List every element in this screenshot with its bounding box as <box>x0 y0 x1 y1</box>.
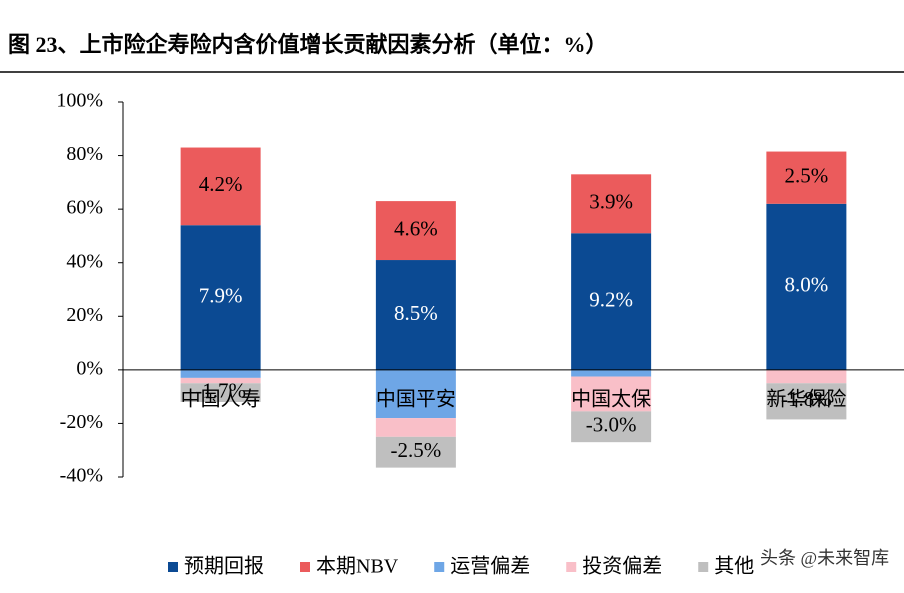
x-tick-label: 新华保险 <box>766 387 846 410</box>
y-tick-label: 20% <box>66 304 103 326</box>
bar-segment <box>180 369 261 378</box>
bar-segment <box>375 201 456 261</box>
y-tick-label: -20% <box>60 411 103 433</box>
bar-segment <box>375 418 456 437</box>
bar-segment <box>180 383 261 402</box>
legend-label: 投资偏差 <box>582 555 662 578</box>
bar-segment <box>180 225 261 370</box>
segment-label: 4.6% <box>394 216 438 240</box>
x-tick-label: 中国平安 <box>376 387 456 410</box>
bar-segment <box>571 369 652 377</box>
segment-label: 8.0% <box>785 273 829 297</box>
bar-segment <box>180 147 261 226</box>
bar-segment <box>766 383 847 420</box>
bar-segment <box>375 369 456 419</box>
bar-segment <box>375 260 456 370</box>
segment-label: 4.2% <box>199 172 243 196</box>
segment-label: 8.5% <box>394 301 438 325</box>
legend-swatch <box>168 562 178 572</box>
y-tick-label: 40% <box>66 250 103 272</box>
y-tick-label: 100% <box>56 90 103 112</box>
legend-label: 本期NBV <box>316 555 399 578</box>
legend-label: 运营偏差 <box>450 555 530 578</box>
segment-label: -1.8% <box>781 387 832 411</box>
legend-swatch <box>434 562 445 572</box>
y-tick-label: 80% <box>66 143 103 165</box>
x-tick-label: 中国太保 <box>571 387 651 410</box>
chart-title: 图 23、上市险企寿险内含价值增长贡献因素分析（单位：%） <box>8 32 608 57</box>
legend-label: 其他 <box>714 555 754 578</box>
watermark: 头条 @未来智库 <box>760 548 889 568</box>
bar-segment <box>571 174 652 234</box>
bar-segment <box>180 377 261 384</box>
x-tick-label: 中国人寿 <box>181 387 261 410</box>
bar-segment <box>571 376 652 412</box>
y-tick-label: -40% <box>60 465 103 487</box>
bar-segment <box>375 436 456 468</box>
segment-label: 7.9% <box>199 283 243 307</box>
segment-label: -3.0% <box>586 413 637 437</box>
bar-segment <box>766 203 847 370</box>
legend-swatch <box>698 562 709 572</box>
segment-label: 2.5% <box>785 163 829 187</box>
bar-segment <box>571 233 652 370</box>
y-tick-label: 60% <box>66 197 103 219</box>
bar-segment <box>766 151 847 204</box>
segment-label: 3.9% <box>589 190 633 214</box>
legend-swatch <box>300 562 310 572</box>
segment-label: -1.7% <box>195 378 246 402</box>
segment-label: -2.5% <box>391 438 442 462</box>
y-tick-label: 0% <box>76 357 103 379</box>
bar-segment <box>766 369 847 384</box>
legend-label: 预期回报 <box>184 555 264 578</box>
bar-segment <box>571 411 652 443</box>
legend-swatch <box>566 562 577 572</box>
segment-label: 9.2% <box>589 287 633 311</box>
